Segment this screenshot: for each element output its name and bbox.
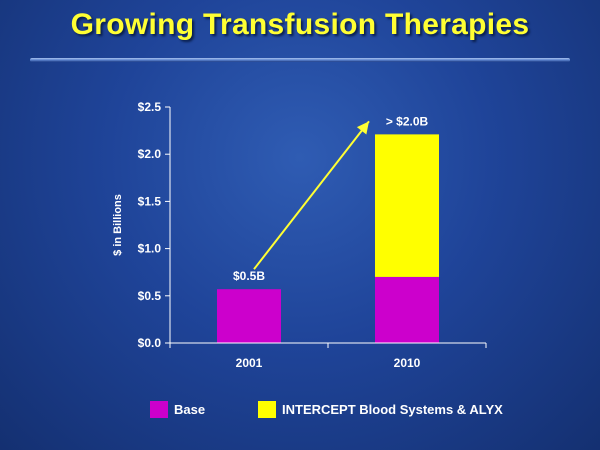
y-tick-label: $2.0 xyxy=(138,147,162,161)
bar-base-2001 xyxy=(217,289,281,343)
slide-title: Growing Transfusion Therapies xyxy=(70,8,530,41)
x-tick-label-2001: 2001 xyxy=(236,356,263,370)
title-divider xyxy=(30,58,570,62)
bar-intercept-blood-systems-alyx-2010 xyxy=(375,134,439,277)
data-label-2010: > $2.0B xyxy=(386,114,429,128)
legend-swatch-intercept xyxy=(258,400,276,418)
y-tick-label: $1.5 xyxy=(138,194,162,208)
legend-item-intercept: INTERCEPT Blood Systems & ALYX xyxy=(258,399,503,419)
growth-arrow-head xyxy=(356,121,369,135)
bar-base-2010 xyxy=(375,276,439,343)
y-tick-label: $0.5 xyxy=(138,289,162,303)
x-tick-label-2010: 2010 xyxy=(394,356,421,370)
legend-swatch-base xyxy=(150,400,168,418)
y-axis-title: $ in Billions xyxy=(112,194,124,256)
data-label-2001: $0.5B xyxy=(233,269,265,283)
legend-label-intercept: INTERCEPT Blood Systems & ALYX xyxy=(282,401,503,417)
y-tick-label: $1.0 xyxy=(138,242,162,256)
legend-item-base: Base xyxy=(150,399,205,419)
legend-label-base: Base xyxy=(174,401,206,417)
growth-arrow-line xyxy=(253,120,370,270)
y-tick-label: $2.5 xyxy=(138,100,162,114)
stacked-bar-chart: $0.0 $0.5 $1.0 $1.5 $2.0 $2.5 2001 2010 $ in Bil… xyxy=(112,100,439,370)
y-tick-label: $0.0 xyxy=(138,336,162,350)
